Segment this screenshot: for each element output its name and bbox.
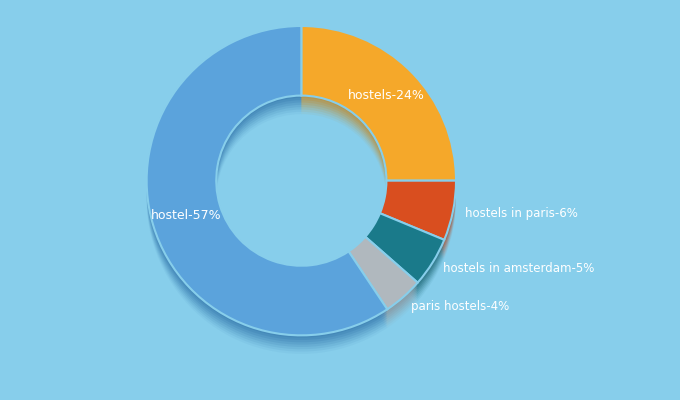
Wedge shape <box>147 31 388 340</box>
Wedge shape <box>147 44 388 354</box>
Wedge shape <box>147 26 388 335</box>
Wedge shape <box>365 220 444 290</box>
Wedge shape <box>380 199 456 258</box>
Wedge shape <box>365 225 444 294</box>
Wedge shape <box>349 241 418 314</box>
Wedge shape <box>380 185 456 244</box>
Wedge shape <box>380 183 456 242</box>
Wedge shape <box>301 42 456 197</box>
Wedge shape <box>349 237 418 309</box>
Wedge shape <box>147 38 388 347</box>
Wedge shape <box>380 188 456 247</box>
Wedge shape <box>301 28 456 183</box>
Text: hostels in paris-6%: hostels in paris-6% <box>465 207 578 220</box>
Wedge shape <box>301 35 456 190</box>
Wedge shape <box>147 33 388 342</box>
Wedge shape <box>349 253 418 326</box>
Wedge shape <box>301 38 456 192</box>
Wedge shape <box>365 213 444 283</box>
Text: hostel-57%: hostel-57% <box>151 209 222 222</box>
Wedge shape <box>349 244 418 316</box>
Text: paris hostels-4%: paris hostels-4% <box>411 300 510 313</box>
Wedge shape <box>147 35 388 345</box>
Text: hostels in amsterdam-5%: hostels in amsterdam-5% <box>443 262 594 275</box>
Text: hostels-24%: hostels-24% <box>347 89 424 102</box>
Wedge shape <box>365 222 444 292</box>
Wedge shape <box>301 33 456 188</box>
Wedge shape <box>380 192 456 252</box>
Wedge shape <box>380 194 456 254</box>
Wedge shape <box>301 40 456 194</box>
Wedge shape <box>349 255 418 328</box>
Wedge shape <box>301 31 456 185</box>
Wedge shape <box>147 42 388 352</box>
Wedge shape <box>380 197 456 256</box>
Wedge shape <box>349 248 418 321</box>
Wedge shape <box>147 28 388 338</box>
Wedge shape <box>380 190 456 249</box>
Wedge shape <box>365 216 444 285</box>
Wedge shape <box>349 239 418 312</box>
Wedge shape <box>365 218 444 287</box>
Wedge shape <box>365 230 444 299</box>
Wedge shape <box>365 227 444 296</box>
Wedge shape <box>147 40 388 349</box>
Wedge shape <box>301 44 456 199</box>
Wedge shape <box>349 246 418 318</box>
Wedge shape <box>301 26 456 181</box>
Wedge shape <box>380 181 456 240</box>
Wedge shape <box>365 232 444 301</box>
Wedge shape <box>349 251 418 323</box>
